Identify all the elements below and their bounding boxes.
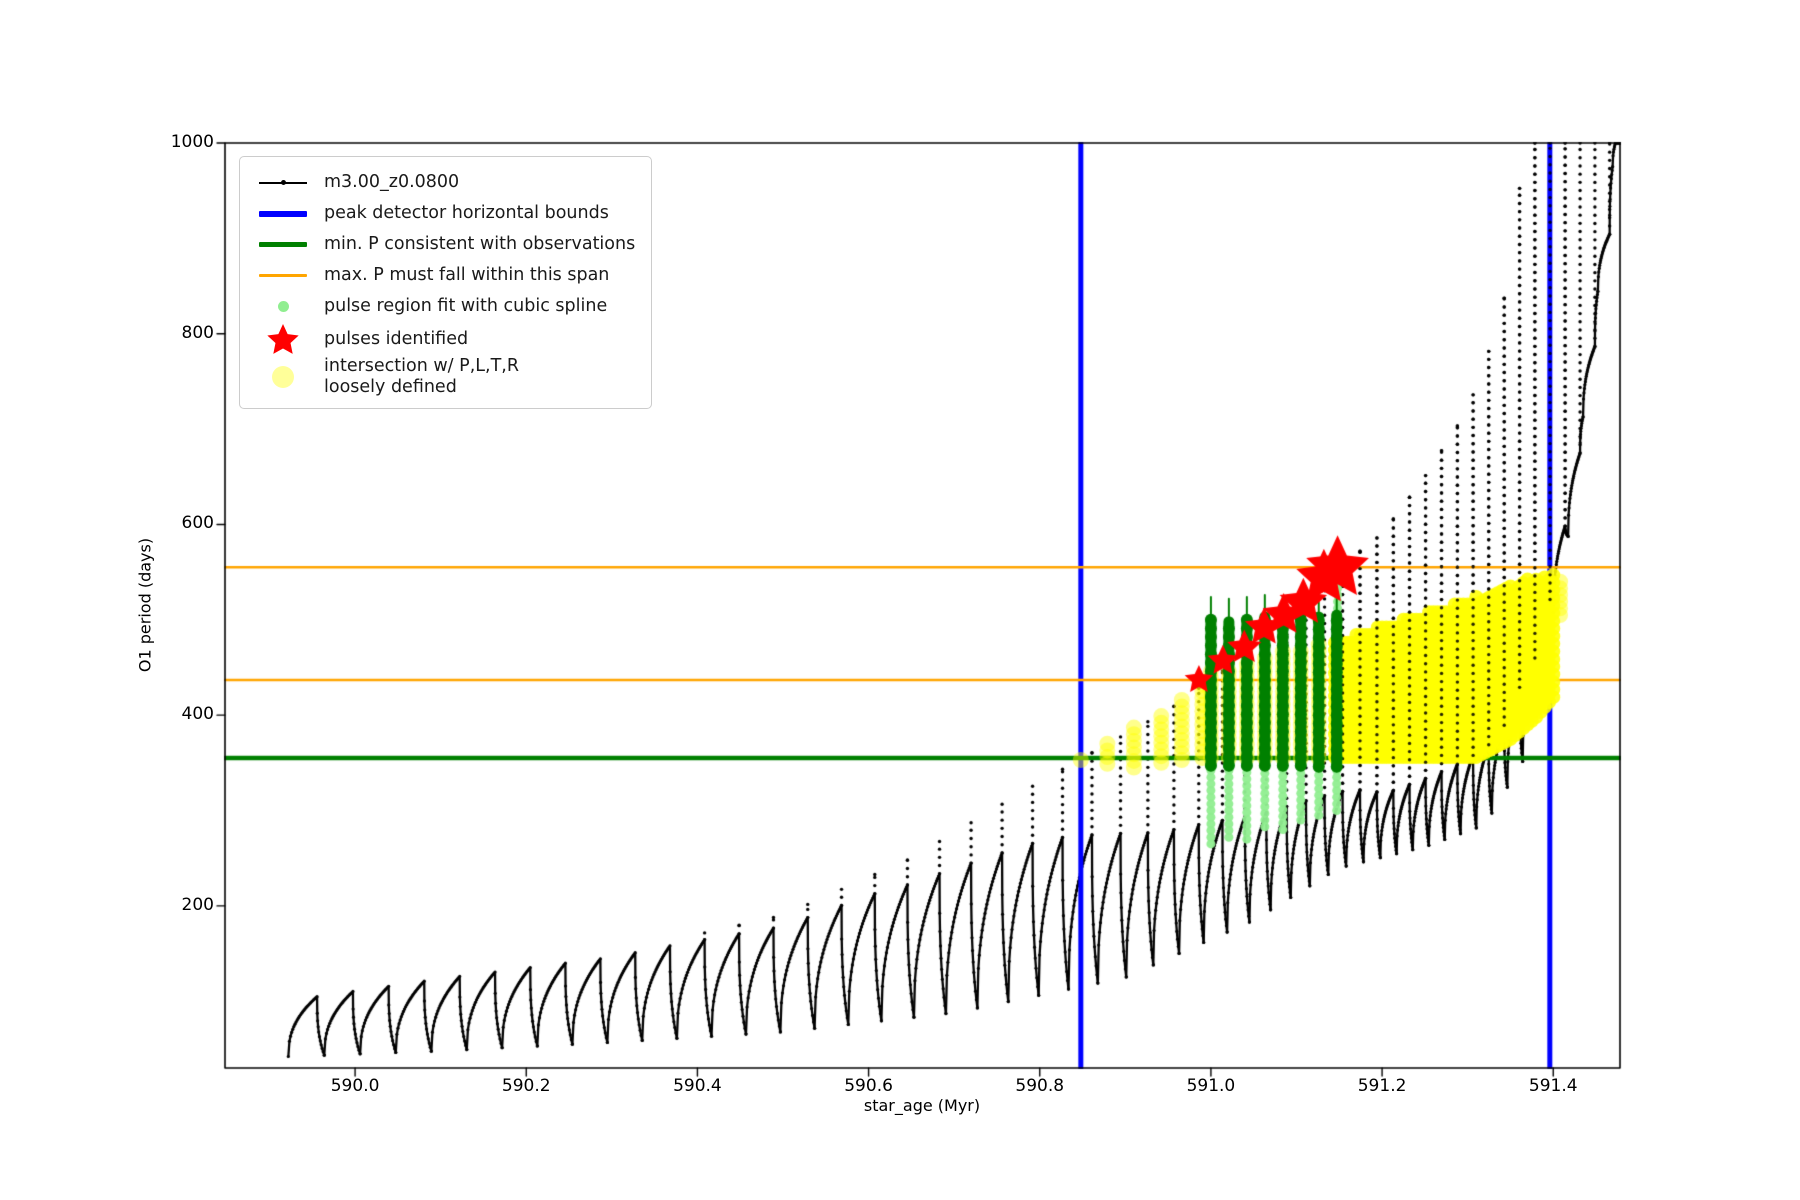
yellow-dot-icon [272, 366, 294, 388]
x-tick-label: 591.0 [1186, 1076, 1236, 1096]
legend-row-spline: pulse region fit with cubic spline [252, 291, 635, 322]
legend: m3.00_z0.0800 peak detector horizontal b… [239, 156, 653, 409]
legend-row-track: m3.00_z0.0800 [252, 167, 635, 198]
legend-row-pulses: pulses identified [252, 322, 635, 356]
legend-row-min-p: min. P consistent with observations [252, 229, 635, 260]
legend-label-peak-bounds: peak detector horizontal bounds [324, 203, 609, 223]
track-line-dot-icon [259, 180, 307, 185]
x-tick-label: 591.2 [1357, 1076, 1407, 1096]
y-tick-label: 1000 [170, 132, 214, 152]
lightgreen-dot-icon [277, 301, 289, 312]
orange-line-icon [259, 274, 307, 277]
x-tick-label: 590.0 [330, 1076, 380, 1096]
red-star-icon [267, 324, 299, 354]
y-tick-label: 600 [181, 513, 214, 534]
legend-label-spline: pulse region fit with cubic spline [324, 296, 608, 316]
y-axis-label: O1 period (days) [135, 537, 155, 673]
legend-row-intersection: intersection w/ P,L,T,R loosely defined [252, 356, 635, 398]
y-tick-label: 200 [181, 894, 214, 915]
x-tick-label: 591.4 [1528, 1076, 1578, 1096]
legend-label-min-p: min. P consistent with observations [324, 234, 636, 254]
legend-row-peak-bounds: peak detector horizontal bounds [252, 198, 635, 229]
legend-label-pulses: pulses identified [324, 328, 469, 349]
legend-row-max-p: max. P must fall within this span [252, 260, 635, 291]
x-tick-label: 590.4 [673, 1076, 722, 1096]
legend-label-track: m3.00_z0.0800 [324, 172, 460, 192]
legend-label-intersection: intersection w/ P,L,T,R loosely defined [324, 356, 519, 397]
x-tick-label: 590.6 [844, 1076, 893, 1096]
y-tick-label: 400 [181, 704, 214, 725]
x-tick-label: 590.2 [501, 1076, 551, 1096]
x-axis-label: star_age (Myr) [863, 1096, 981, 1115]
green-line-icon [259, 242, 307, 247]
blue-line-icon [259, 210, 307, 217]
x-tick-label: 590.8 [1015, 1076, 1065, 1096]
y-tick-label: 800 [181, 322, 214, 343]
legend-label-max-p: max. P must fall within this span [324, 265, 610, 285]
